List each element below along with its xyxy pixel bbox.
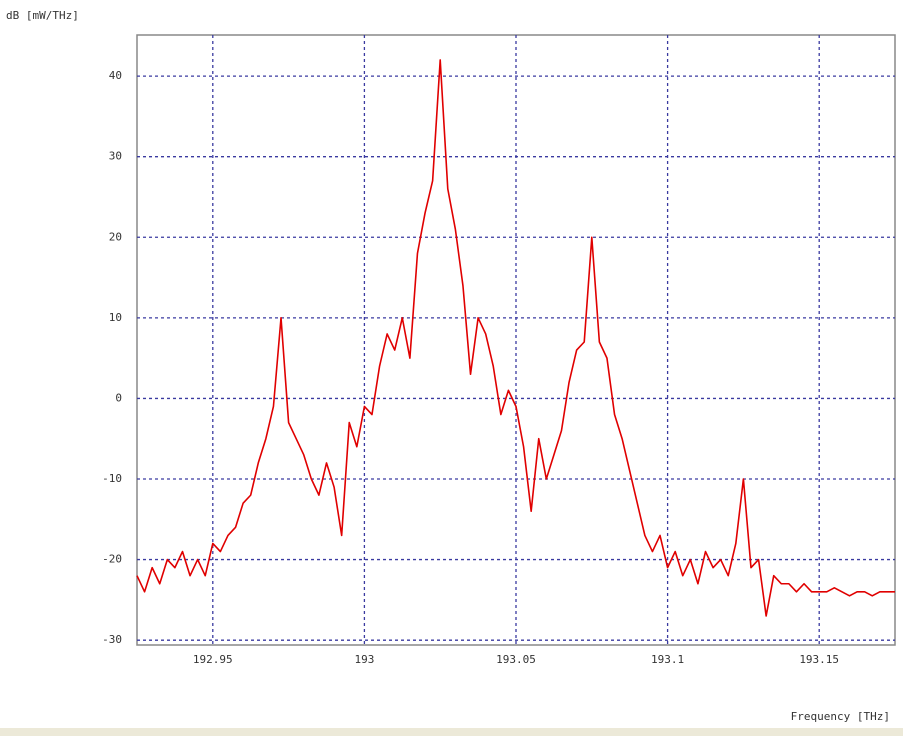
y-tick-label: -30 xyxy=(102,633,122,646)
y-tick-label: 0 xyxy=(115,391,122,404)
y-tick-label: 40 xyxy=(109,69,122,82)
y-tick-label: 20 xyxy=(109,230,122,243)
y-tick-label: 30 xyxy=(109,150,122,163)
y-tick-label: 10 xyxy=(109,311,122,324)
y-tick-label: -10 xyxy=(102,472,122,485)
x-tick-label: 193 xyxy=(354,653,374,666)
spectrum-line xyxy=(136,59,895,617)
x-tick-label: 193.15 xyxy=(799,653,839,666)
x-tick-label: 193.05 xyxy=(496,653,536,666)
plot-frame xyxy=(136,34,896,646)
x-tick-label: 193.1 xyxy=(651,653,684,666)
x-tick-label: 192.95 xyxy=(193,653,233,666)
status-bar xyxy=(0,728,903,736)
y-tick-label: -20 xyxy=(102,553,122,566)
y-axis-label: dB [mW/THz] xyxy=(6,9,79,22)
x-axis-label: Frequency [THz] xyxy=(791,710,890,723)
